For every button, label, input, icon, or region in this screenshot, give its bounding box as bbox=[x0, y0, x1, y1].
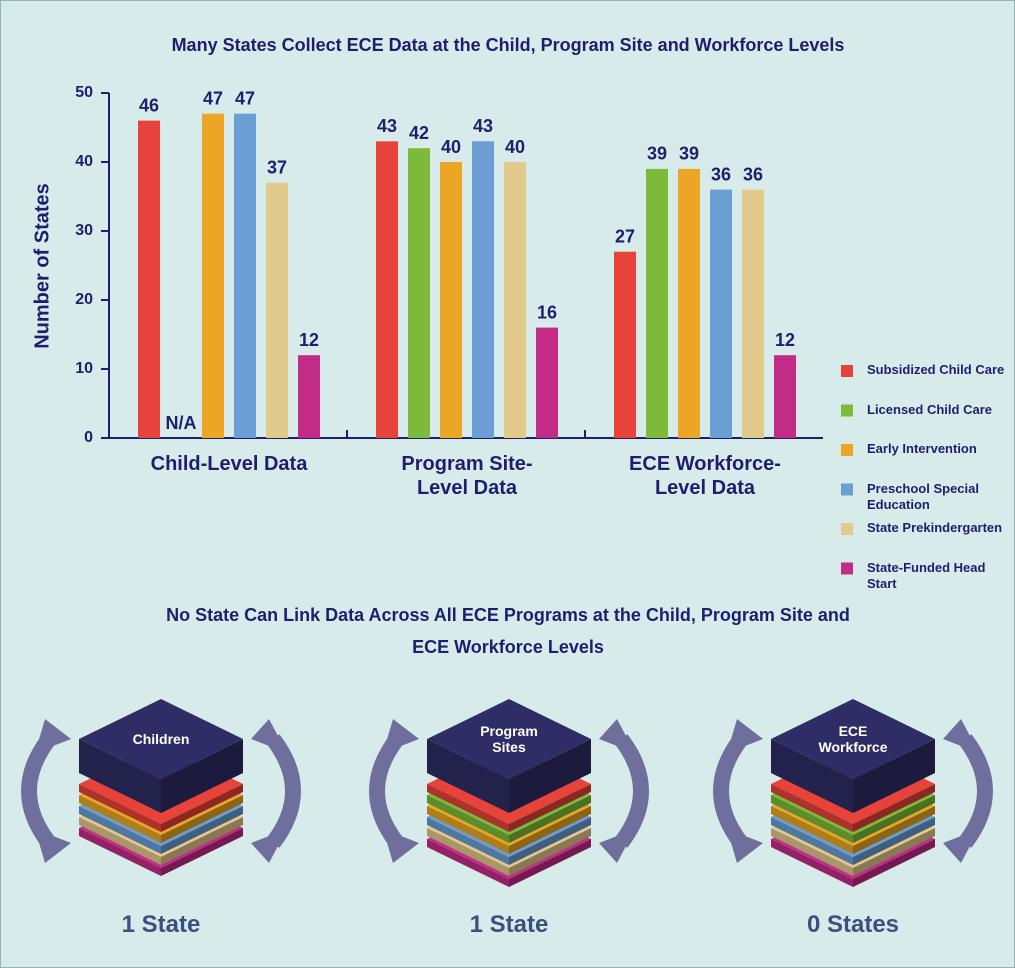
bar bbox=[138, 121, 160, 438]
stack-label: ECE Workforce bbox=[808, 713, 898, 765]
data-label: 43 bbox=[377, 116, 397, 136]
legend-swatch bbox=[841, 444, 853, 456]
bar bbox=[234, 114, 256, 438]
bar bbox=[202, 114, 224, 438]
legend-label: Licensed Child Care bbox=[867, 402, 1007, 418]
link-arrow bbox=[965, 739, 985, 843]
link-arrow bbox=[29, 739, 49, 843]
data-label: 40 bbox=[441, 137, 461, 157]
legend-label: State-Funded Head Start bbox=[867, 560, 1007, 592]
bar bbox=[266, 183, 288, 438]
y-tick-label: 20 bbox=[75, 291, 93, 308]
legend-label: Early Intervention bbox=[867, 441, 1007, 457]
arrow-head bbox=[943, 719, 979, 753]
stack-label: Program Sites bbox=[464, 713, 554, 765]
arrow-head bbox=[383, 719, 419, 753]
bar bbox=[646, 169, 668, 438]
bar bbox=[774, 355, 796, 438]
data-label: 40 bbox=[505, 137, 525, 157]
arrow-head bbox=[383, 829, 419, 863]
bar bbox=[440, 162, 462, 438]
y-tick-label: 30 bbox=[75, 222, 93, 239]
data-label: 47 bbox=[235, 88, 255, 108]
y-tick-label: 10 bbox=[75, 360, 93, 377]
x-tick-label: Program Site-Level Data bbox=[377, 452, 557, 500]
data-label: 46 bbox=[139, 95, 159, 115]
x-tick-label: ECE Workforce-Level Data bbox=[615, 452, 795, 500]
y-tick-label: 50 bbox=[75, 84, 93, 101]
data-label: 36 bbox=[711, 164, 731, 184]
linkage-title: No State Can Link Data Across All ECE Pr… bbox=[151, 599, 865, 663]
data-label: 43 bbox=[473, 116, 493, 136]
data-label: N/A bbox=[166, 413, 197, 433]
legend-swatch bbox=[841, 484, 853, 496]
bar bbox=[614, 252, 636, 438]
link-arrow bbox=[273, 739, 293, 843]
legend-swatch bbox=[841, 405, 853, 417]
arrow-head bbox=[727, 719, 763, 753]
legend-label: State Prekindergarten bbox=[867, 520, 1007, 536]
legend-label: Subsidized Child Care bbox=[867, 362, 1007, 378]
bar bbox=[504, 162, 526, 438]
data-label: 27 bbox=[615, 226, 635, 246]
arrow-head bbox=[599, 719, 635, 753]
link-arrow bbox=[377, 739, 397, 843]
bar bbox=[376, 141, 398, 438]
x-tick-label: Child-Level Data bbox=[139, 452, 319, 476]
legend-swatch bbox=[841, 563, 853, 575]
data-label: 39 bbox=[647, 144, 667, 164]
arrow-head bbox=[727, 829, 763, 863]
arrow-head bbox=[599, 829, 635, 863]
stack-caption: 0 States bbox=[753, 911, 953, 939]
stack-label: Children bbox=[116, 713, 206, 765]
legend-swatch bbox=[841, 523, 853, 535]
bar bbox=[472, 141, 494, 438]
data-label: 42 bbox=[409, 123, 429, 143]
link-arrow bbox=[721, 739, 741, 843]
bar bbox=[536, 328, 558, 438]
chart-title: Many States Collect ECE Data at the Chil… bbox=[172, 35, 845, 55]
y-tick-label: 40 bbox=[75, 153, 93, 170]
y-tick-label: 0 bbox=[84, 429, 93, 446]
bar bbox=[742, 190, 764, 438]
data-label: 36 bbox=[743, 164, 763, 184]
link-arrow bbox=[621, 739, 641, 843]
bar bbox=[298, 355, 320, 438]
bar bbox=[408, 148, 430, 438]
legend-swatch bbox=[841, 365, 853, 377]
data-label: 16 bbox=[537, 302, 557, 322]
arrow-head bbox=[251, 719, 287, 753]
bar bbox=[678, 169, 700, 438]
data-label: 12 bbox=[299, 330, 319, 350]
data-label: 37 bbox=[267, 157, 287, 177]
stack-caption: 1 State bbox=[409, 911, 609, 939]
bar bbox=[710, 190, 732, 438]
arrow-head bbox=[943, 829, 979, 863]
data-label: 39 bbox=[679, 144, 699, 164]
arrow-head bbox=[35, 719, 71, 753]
stack-caption: 1 State bbox=[61, 911, 261, 939]
data-label: 12 bbox=[775, 330, 795, 350]
y-axis-label: Number of States bbox=[31, 183, 53, 349]
infographic: Many States Collect ECE Data at the Chil… bbox=[0, 0, 1015, 968]
legend-label: Preschool Special Education bbox=[867, 481, 1007, 513]
arrow-head bbox=[35, 829, 71, 863]
arrow-head bbox=[251, 829, 287, 863]
data-label: 47 bbox=[203, 88, 223, 108]
